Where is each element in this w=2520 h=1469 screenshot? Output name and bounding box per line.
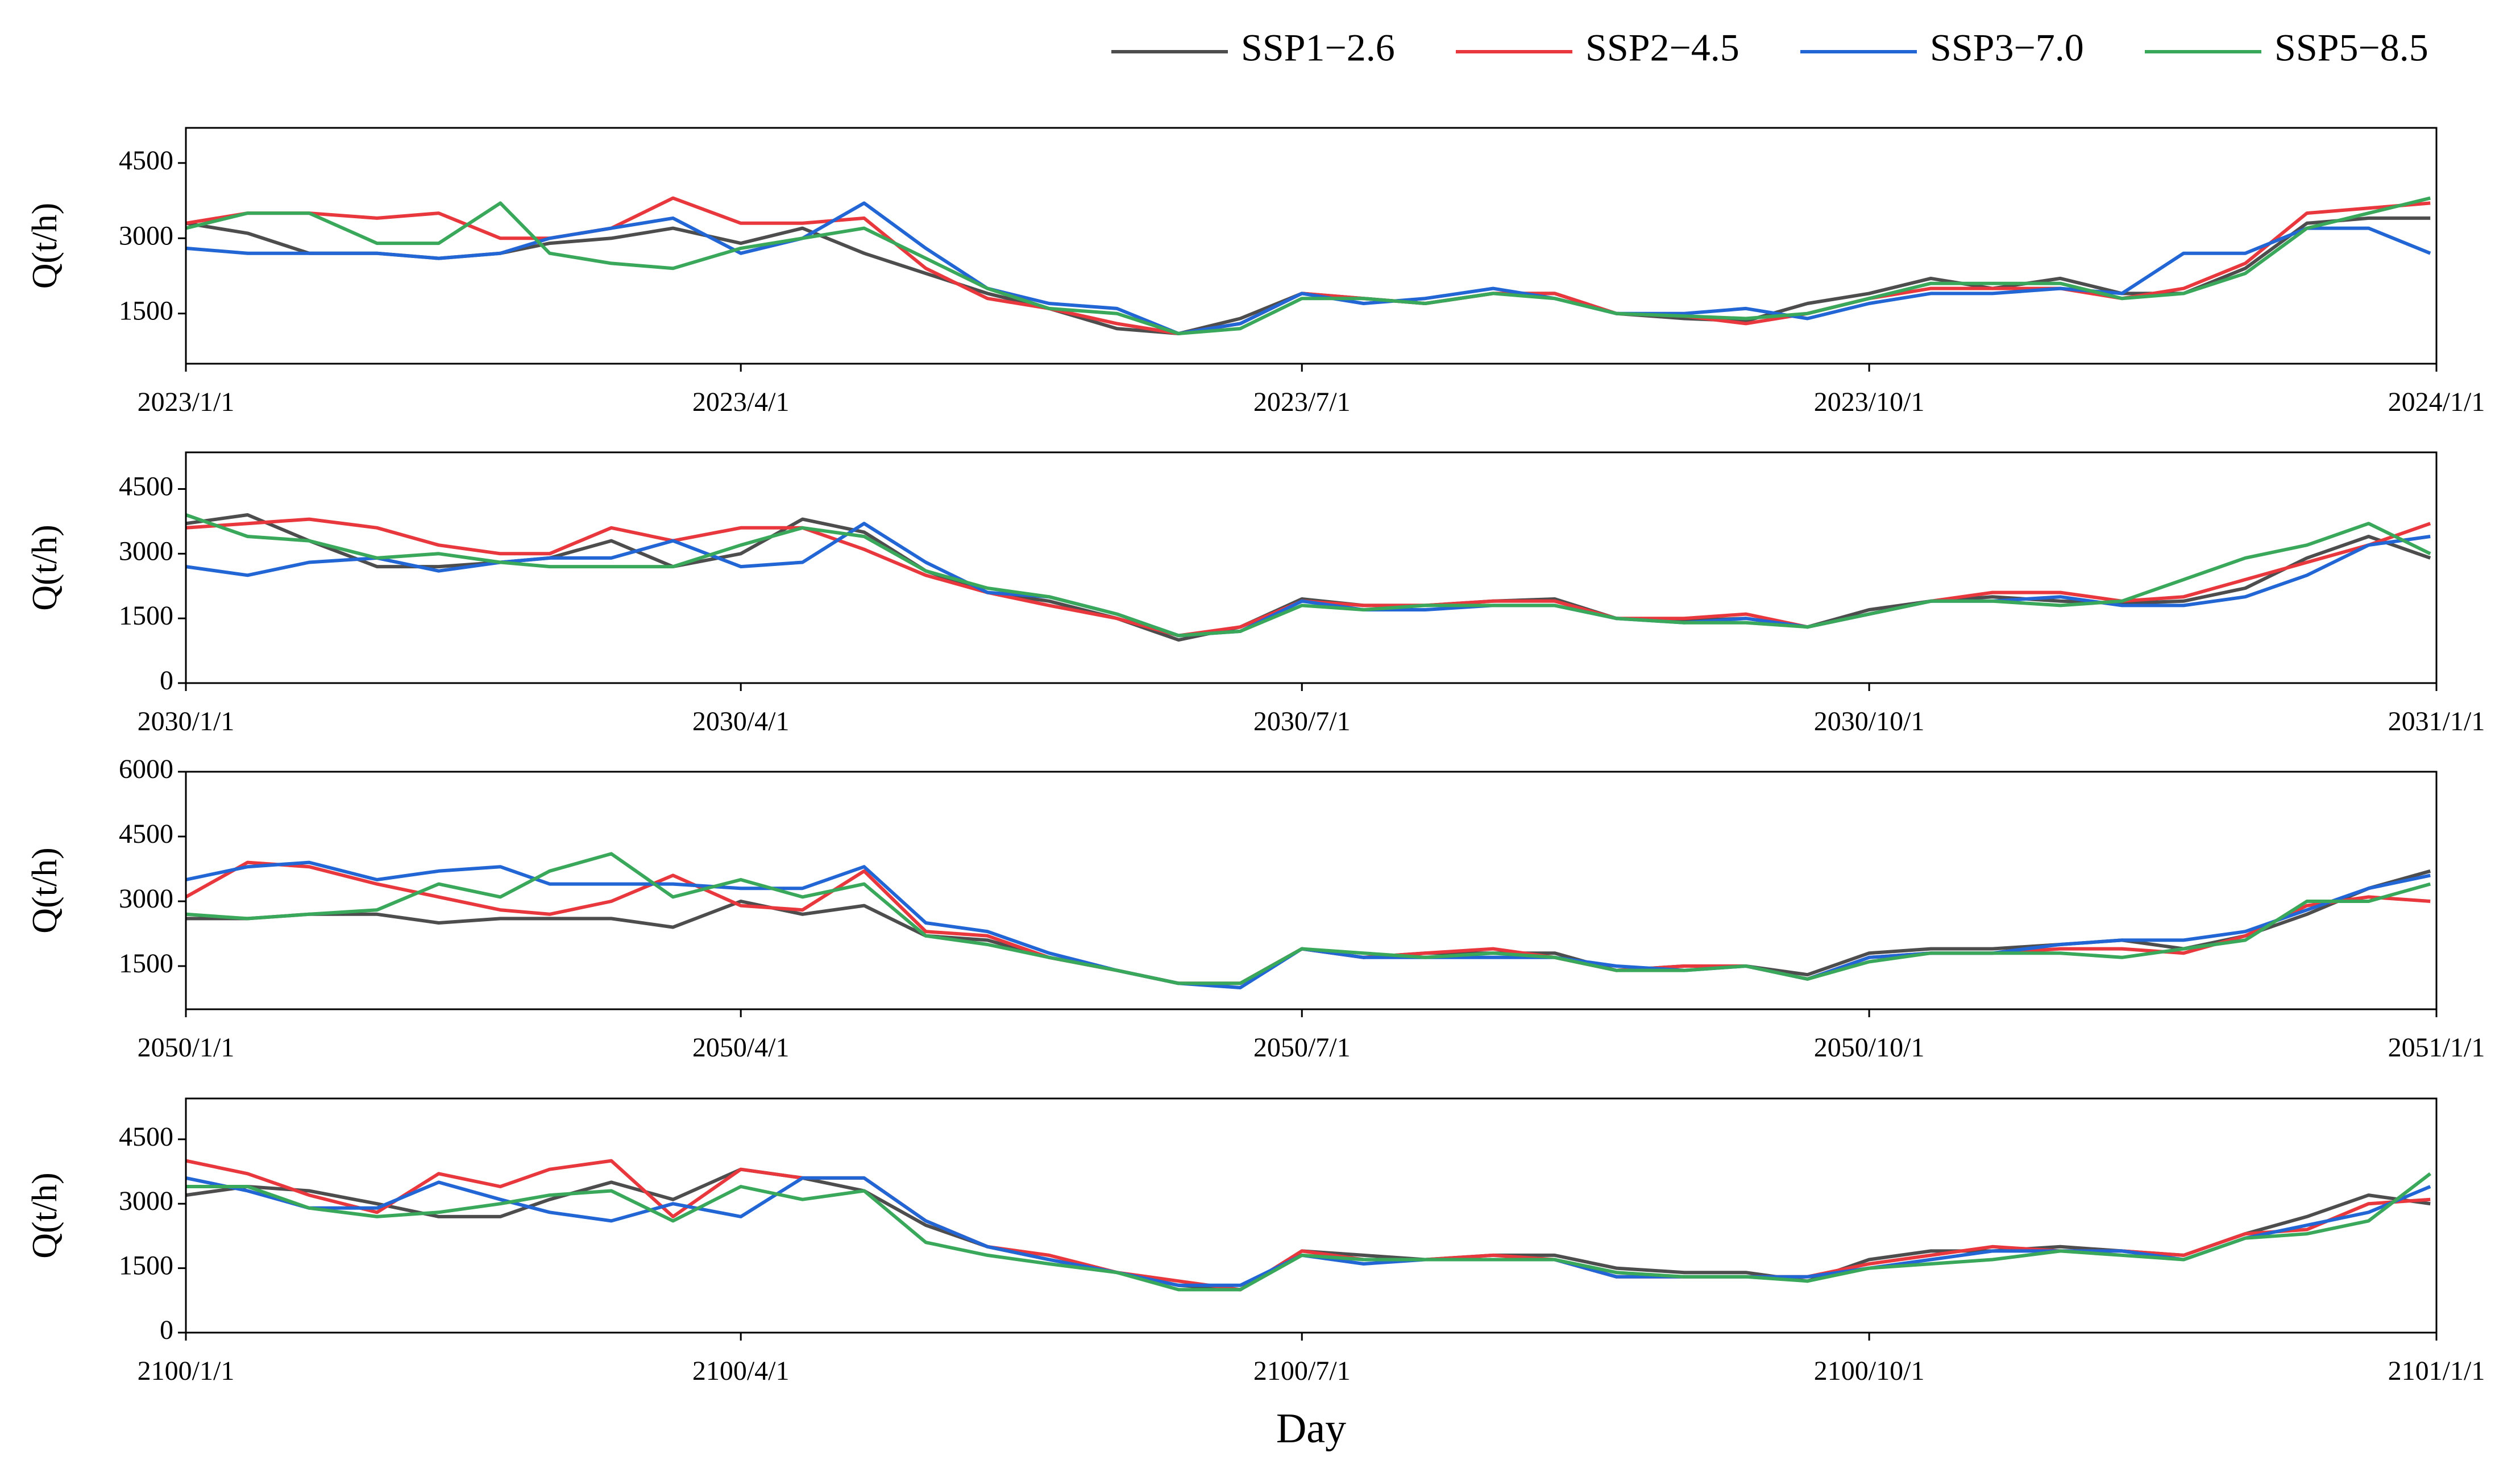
x-tick-label: 2023/4/1 xyxy=(692,387,790,417)
series-line xyxy=(185,513,2431,638)
series-line xyxy=(185,1167,2431,1292)
y-axis-label: Q(t/h) xyxy=(26,1172,64,1259)
y-tick-label: 1500 xyxy=(119,1251,173,1281)
y-tick-label: 3000 xyxy=(119,884,173,914)
x-tick-label: 2023/10/1 xyxy=(1814,387,1925,417)
y-tick-label: 1500 xyxy=(119,948,173,979)
x-tick-label: 2051/1/1 xyxy=(2388,1033,2485,1063)
x-tick-label: 2101/1/1 xyxy=(2388,1356,2485,1386)
series-line xyxy=(186,869,2431,985)
x-axis-label: Day xyxy=(1276,1405,1346,1452)
series-line xyxy=(185,860,2431,989)
x-tick-label: 2100/1/1 xyxy=(138,1356,235,1386)
x-tick-label: 2030/4/1 xyxy=(692,706,790,736)
x-tick-label: 2100/7/1 xyxy=(1253,1356,1351,1386)
series-line xyxy=(185,852,2431,985)
plot-frame xyxy=(185,771,2438,1010)
y-axis-label: Q(t/h) xyxy=(26,203,64,289)
series-line xyxy=(185,196,2431,335)
legend-label: SSP5−8.5 xyxy=(2274,26,2428,69)
x-tick-label: 2050/7/1 xyxy=(1253,1033,1351,1063)
plot-frame xyxy=(185,1097,2438,1334)
x-tick-label: 2050/4/1 xyxy=(692,1033,790,1063)
series-line xyxy=(185,860,2431,985)
series-line xyxy=(185,201,2431,335)
legend-label: SSP1−2.6 xyxy=(1241,26,1395,69)
series-line xyxy=(185,517,2431,638)
x-tick-label: 2100/10/1 xyxy=(1814,1356,1925,1386)
y-tick-label: 1500 xyxy=(119,601,173,631)
series-line xyxy=(185,216,2431,335)
y-axis-label: Q(t/h) xyxy=(26,847,64,934)
x-tick-label: 2050/10/1 xyxy=(1814,1033,1925,1063)
x-tick-label: 2030/1/1 xyxy=(138,706,235,736)
y-tick-label: 0 xyxy=(160,665,173,696)
series-line xyxy=(185,196,2431,335)
y-tick-label: 4500 xyxy=(119,472,173,502)
x-tick-label: 2030/7/1 xyxy=(1253,706,1351,736)
legend-label: SSP2−4.5 xyxy=(1585,26,1739,69)
x-tick-label: 2100/4/1 xyxy=(692,1356,790,1386)
y-tick-label: 3000 xyxy=(119,536,173,566)
x-tick-label: 2050/1/1 xyxy=(138,1033,235,1063)
y-tick-label: 1500 xyxy=(119,296,173,326)
legend-label: SSP3−7.0 xyxy=(1930,26,2084,69)
plot-frame xyxy=(185,127,2438,365)
x-tick-label: 2023/7/1 xyxy=(1253,387,1351,417)
y-tick-label: 4500 xyxy=(119,819,173,849)
series-line xyxy=(185,522,2431,638)
y-tick-label: 0 xyxy=(160,1315,173,1345)
series-line xyxy=(185,1159,2431,1292)
y-tick-label: 4500 xyxy=(119,145,173,176)
y-tick-label: 4500 xyxy=(119,1122,173,1152)
y-tick-label: 3000 xyxy=(119,1186,173,1216)
series-line xyxy=(186,1172,2432,1292)
series-line xyxy=(185,513,2431,642)
x-tick-label: 2024/1/1 xyxy=(2388,387,2485,417)
y-tick-label: 3000 xyxy=(119,220,173,251)
x-tick-label: 2023/1/1 xyxy=(138,387,235,417)
y-tick-label: 6000 xyxy=(119,754,173,784)
y-axis-label: Q(t/h) xyxy=(26,525,64,611)
x-tick-label: 2030/10/1 xyxy=(1814,706,1925,736)
plot-frame xyxy=(185,451,2438,684)
series-line xyxy=(185,1176,2431,1287)
x-tick-label: 2031/1/1 xyxy=(2388,706,2485,736)
